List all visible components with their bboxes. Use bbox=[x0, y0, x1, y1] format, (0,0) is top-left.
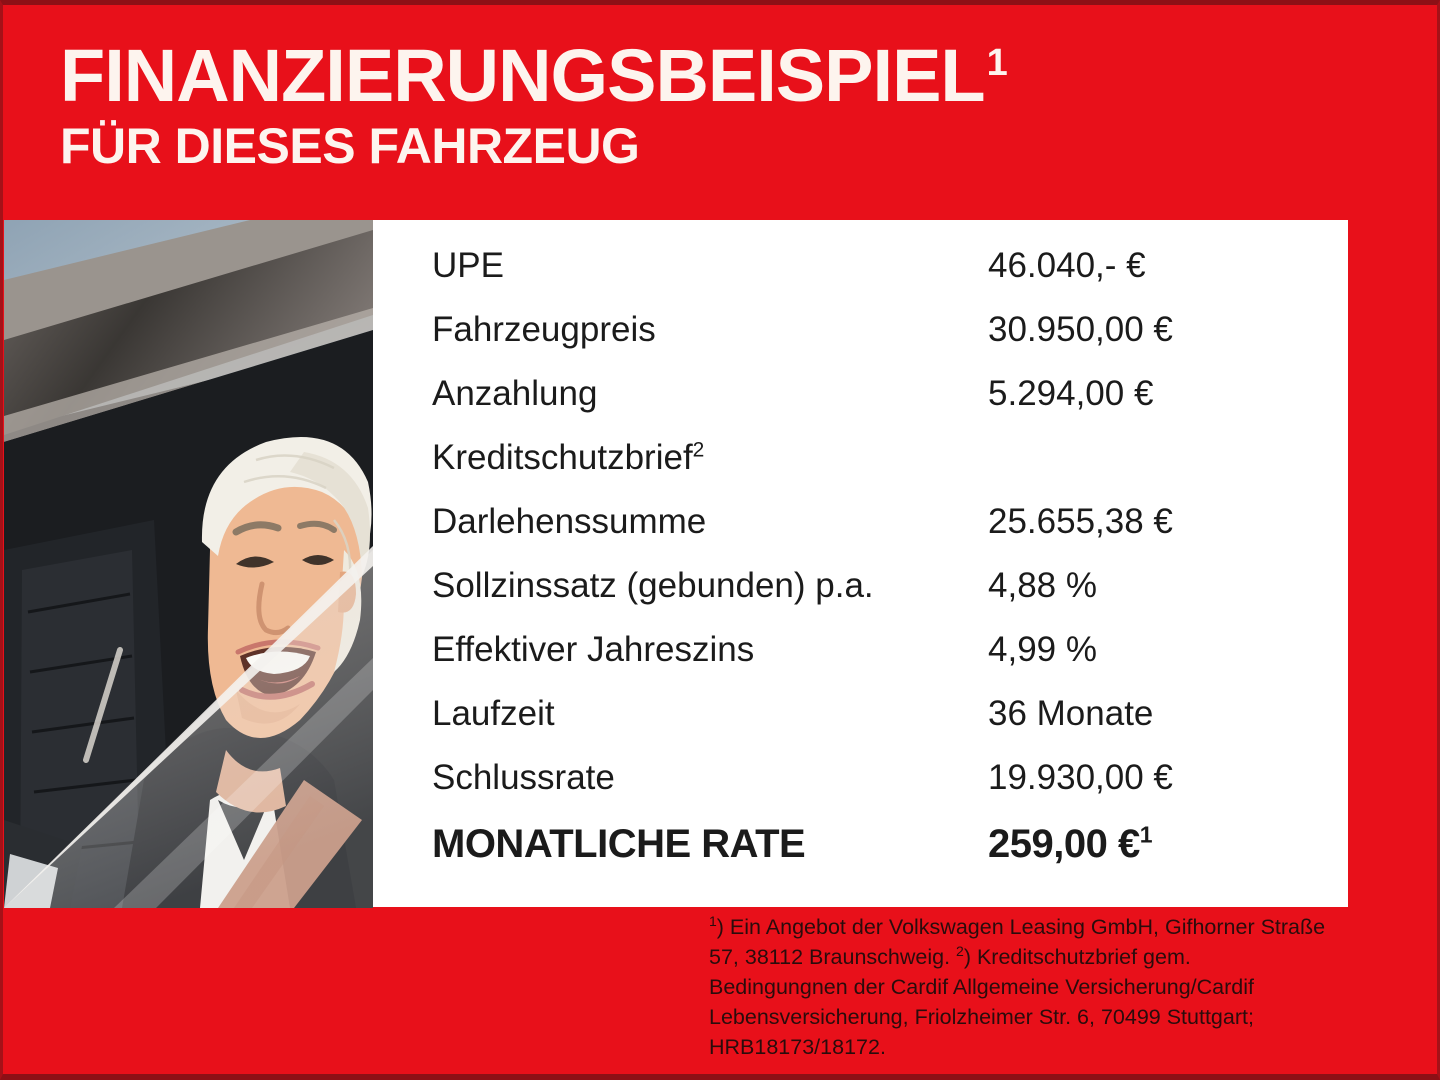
row-value: 36 Monate bbox=[988, 694, 1154, 733]
table-row: Fahrzeugpreis 30.950,00 € bbox=[432, 310, 1322, 374]
table-row: Effektiver Jahreszins 4,99 % bbox=[432, 630, 1322, 694]
row-label: Kreditschutzbrief2 bbox=[432, 438, 988, 478]
row-label: Effektiver Jahreszins bbox=[432, 630, 988, 670]
row-label: Fahrzeugpreis bbox=[432, 310, 988, 350]
page-title-footnote-marker: 1 bbox=[986, 42, 1008, 85]
row-value: 4,99 % bbox=[988, 630, 1097, 669]
table-row: UPE 46.040,- € bbox=[432, 246, 1322, 310]
row-value: 4,88 % bbox=[988, 566, 1097, 605]
monthly-rate-row: MONATLICHE RATE 259,00 €1 bbox=[432, 822, 1322, 888]
monthly-rate-footnote-marker: 1 bbox=[1139, 821, 1153, 848]
row-label-text: Effektiver Jahreszins bbox=[432, 630, 755, 669]
footnote-marker-2: 2 bbox=[956, 942, 964, 959]
row-label: Anzahlung bbox=[432, 374, 988, 414]
row-label-text: Fahrzeugpreis bbox=[432, 310, 656, 349]
page-title-text: FINANZIERUNGSBEISPIEL bbox=[60, 34, 986, 117]
page-title: FINANZIERUNGSBEISPIEL1 bbox=[60, 36, 1390, 116]
footnote-text-part2: ) Kreditschutzbrief gem. Bedingungnen de… bbox=[709, 945, 1255, 1059]
row-label: UPE bbox=[432, 246, 988, 286]
row-label: Schlussrate bbox=[432, 758, 988, 798]
vehicle-customer-photo bbox=[4, 220, 373, 908]
row-label: Laufzeit bbox=[432, 694, 988, 734]
row-value: 30.950,00 € bbox=[988, 310, 1173, 349]
row-label-footnote-marker: 2 bbox=[692, 438, 705, 462]
row-label-text: Sollzinssatz (gebunden) p.a. bbox=[432, 566, 874, 605]
row-label-text: Darlehenssumme bbox=[432, 502, 707, 541]
row-label-text: Laufzeit bbox=[432, 694, 555, 733]
poster-header: FINANZIERUNGSBEISPIEL1 FÜR DIESES FAHRZE… bbox=[60, 36, 1390, 175]
row-value: 46.040,- € bbox=[988, 246, 1146, 285]
table-row: Anzahlung 5.294,00 € bbox=[432, 374, 1322, 438]
row-label-text: Anzahlung bbox=[432, 374, 598, 413]
row-value: 25.655,38 € bbox=[988, 502, 1173, 541]
row-label-text: UPE bbox=[432, 246, 504, 285]
table-row: Sollzinssatz (gebunden) p.a. 4,88 % bbox=[432, 566, 1322, 630]
photo-illustration bbox=[4, 220, 373, 908]
table-row: Schlussrate 19.930,00 € bbox=[432, 758, 1322, 822]
table-row: Darlehenssumme 25.655,38 € bbox=[432, 502, 1322, 566]
row-label: Sollzinssatz (gebunden) p.a. bbox=[432, 566, 988, 606]
table-row: Kreditschutzbrief2 bbox=[432, 438, 1322, 502]
legal-footnote: 1) Ein Angebot der Volkswagen Leasing Gm… bbox=[709, 912, 1334, 1062]
financing-details-panel: UPE 46.040,- € Fahrzeugpreis 30.950,00 €… bbox=[373, 220, 1348, 907]
page-subtitle: FÜR DIESES FAHRZEUG bbox=[60, 118, 640, 174]
financing-table: UPE 46.040,- € Fahrzeugpreis 30.950,00 €… bbox=[432, 246, 1322, 888]
monthly-rate-amount: 259,00 € bbox=[988, 822, 1140, 866]
footnote-text-part1: ) Ein Angebot der Volkswagen Leasing Gmb… bbox=[709, 915, 1326, 969]
monthly-rate-label: MONATLICHE RATE bbox=[432, 822, 806, 866]
row-value: 5.294,00 € bbox=[988, 374, 1154, 413]
row-label-text: Schlussrate bbox=[432, 758, 615, 797]
row-label-text: Kreditschutzbrief bbox=[432, 438, 693, 477]
row-label: Darlehenssumme bbox=[432, 502, 988, 542]
monthly-rate-value: 259,00 €1 bbox=[988, 821, 1153, 867]
row-value: 19.930,00 € bbox=[988, 758, 1173, 797]
footnote-marker-1: 1 bbox=[709, 912, 717, 929]
table-row: Laufzeit 36 Monate bbox=[432, 694, 1322, 758]
